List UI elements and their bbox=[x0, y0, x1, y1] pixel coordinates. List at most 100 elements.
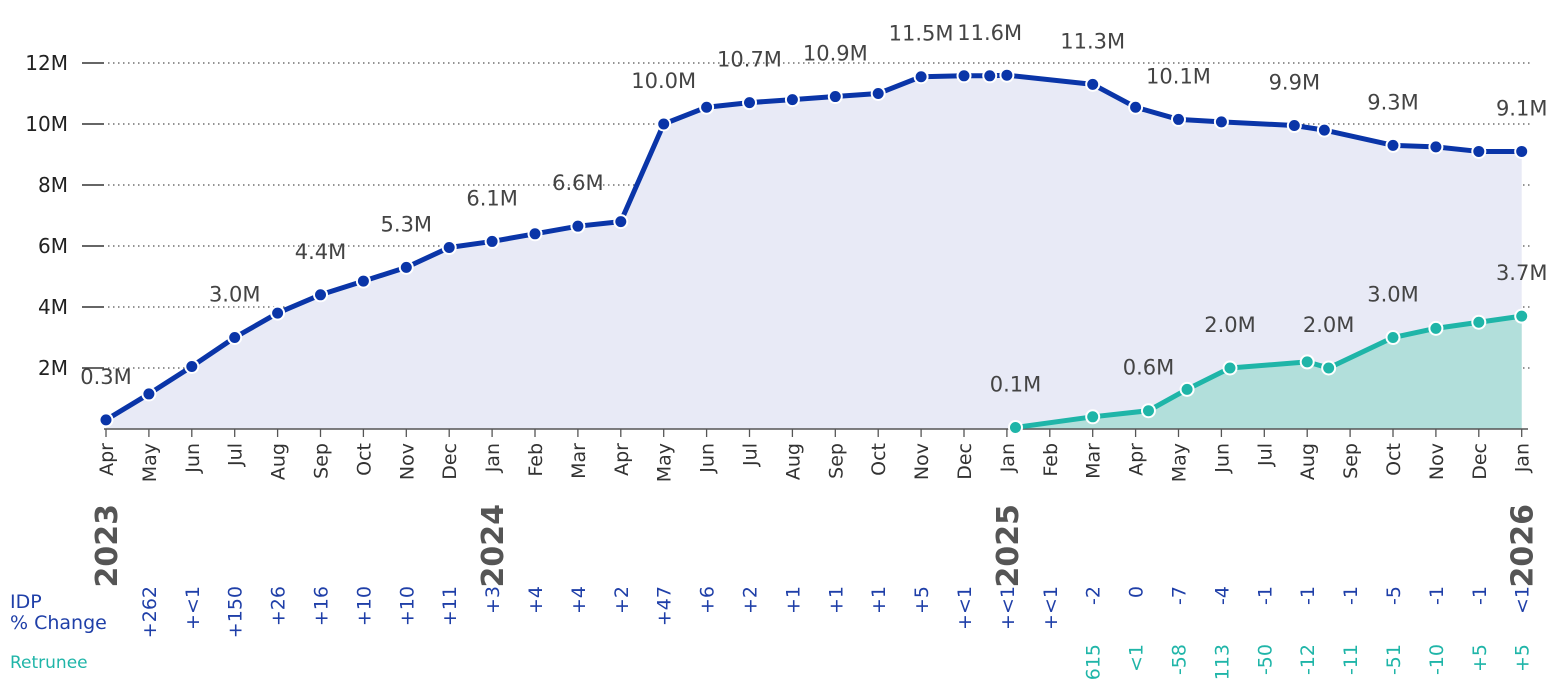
x-tick-label: Nov bbox=[1426, 443, 1448, 480]
idp-change-value: +2 bbox=[740, 586, 762, 614]
idp-point bbox=[699, 99, 715, 115]
idp-change-value: +47 bbox=[654, 586, 676, 626]
y-tick-label: 2M bbox=[38, 356, 68, 380]
returnee-change-value: -11 bbox=[1340, 644, 1362, 675]
idp-point bbox=[441, 240, 457, 256]
year-label: 2026 bbox=[1506, 504, 1541, 588]
idp-change-value: +16 bbox=[311, 586, 333, 626]
x-tick-label: Nov bbox=[911, 443, 933, 480]
idp-point bbox=[742, 95, 757, 111]
idp-value-label: 9.9M bbox=[1269, 71, 1321, 95]
idp-value-label: 10.0M bbox=[631, 69, 696, 93]
idp-point bbox=[1316, 122, 1332, 138]
idp-value-label: 11.6M bbox=[957, 21, 1022, 45]
idp-change-value: -1 bbox=[1469, 586, 1491, 605]
returnee-change-value: -58 bbox=[1169, 644, 1191, 675]
x-tick-label: Aug bbox=[782, 443, 804, 480]
idp-change-value: +<1 bbox=[997, 586, 1019, 630]
series-points bbox=[98, 67, 1530, 435]
idp-point bbox=[613, 214, 629, 230]
returnee-value-label: 3.0M bbox=[1367, 283, 1419, 307]
idp-change-value: +<1 bbox=[1040, 586, 1062, 630]
idp-value-label: 10.9M bbox=[803, 42, 868, 66]
returnee-point bbox=[1179, 381, 1195, 397]
y-tick-label: 8M bbox=[38, 173, 68, 197]
returnee-point bbox=[1514, 308, 1530, 324]
idp-point bbox=[1085, 76, 1101, 92]
returnee-change-value: 615 bbox=[1083, 644, 1105, 680]
idp-point bbox=[527, 226, 543, 242]
year-label: 2023 bbox=[90, 504, 125, 588]
y-tick-label: 12M bbox=[25, 51, 68, 75]
x-axis: Apr May Jun Jul Aug Sep Oct Nov Dec Jan Feb Mar Apr M… bbox=[90, 428, 1541, 588]
idp-point bbox=[913, 69, 929, 85]
change-rows: IDP% Change +262 +<1 +150 +26 +16 +10 +10 +11 +3 +… bbox=[10, 586, 1534, 680]
x-tick-label: Sep bbox=[1340, 443, 1362, 479]
x-tick-label: Oct bbox=[868, 443, 890, 476]
idp-value-label: 9.3M bbox=[1367, 90, 1419, 114]
x-tick-label: Apr bbox=[96, 443, 118, 476]
x-tick-label: Dec bbox=[954, 443, 976, 480]
idp-point bbox=[184, 358, 200, 374]
idp-point bbox=[1128, 99, 1144, 115]
x-tick-label: Aug bbox=[1297, 443, 1319, 480]
idp-point bbox=[982, 68, 998, 84]
returnee-point bbox=[1140, 403, 1156, 419]
idp-point bbox=[355, 273, 371, 289]
y-axis: 2M 4M 6M 8M 10M 12M bbox=[25, 51, 104, 380]
idp-change-value: 0 bbox=[1126, 586, 1148, 598]
idp-change-value: +1 bbox=[868, 586, 890, 614]
x-tick-label: Dec bbox=[439, 443, 461, 480]
returnee-point bbox=[1428, 320, 1444, 336]
y-tick-label: 10M bbox=[25, 112, 68, 136]
x-tick-label: May bbox=[1169, 443, 1191, 482]
returnee-point bbox=[1321, 360, 1337, 376]
x-tick-label: May bbox=[654, 443, 676, 482]
idp-change-value: -1 bbox=[1340, 586, 1362, 605]
idp-change-value: +1 bbox=[782, 586, 804, 614]
idp-point bbox=[1171, 111, 1186, 127]
idp-point bbox=[570, 218, 586, 234]
idp-point bbox=[227, 330, 243, 345]
returnee-change-value: -10 bbox=[1426, 644, 1448, 675]
x-tick-label: Sep bbox=[825, 443, 847, 479]
idp-change-value: -1 bbox=[1297, 586, 1319, 605]
idp-point bbox=[956, 68, 972, 84]
idp-point bbox=[870, 86, 886, 101]
idp-point bbox=[141, 386, 157, 402]
idp-change-value: +262 bbox=[139, 586, 161, 638]
y-tick-label: 4M bbox=[38, 295, 68, 319]
returnee-point bbox=[1007, 419, 1023, 435]
returnee-change-value: <1 bbox=[1126, 644, 1148, 672]
idp-change-value: +11 bbox=[439, 586, 461, 626]
x-tick-label: Mar bbox=[568, 443, 590, 479]
idp-point bbox=[1213, 114, 1229, 130]
idp-point bbox=[1385, 137, 1401, 153]
returnee-value-label: 3.7M bbox=[1496, 261, 1548, 285]
x-tick-label: Jul bbox=[740, 443, 762, 467]
year-label: 2024 bbox=[476, 504, 511, 588]
idp-value-label: 10.1M bbox=[1146, 64, 1211, 88]
idp-change-value: -2 bbox=[1083, 586, 1105, 605]
idp-value-label: 3.0M bbox=[209, 283, 261, 307]
x-tick-label: Mar bbox=[1083, 443, 1105, 479]
idp-change-value: +150 bbox=[225, 586, 247, 638]
x-tick-label: May bbox=[139, 443, 161, 482]
idp-change-value: +<1 bbox=[954, 586, 976, 630]
idp-point bbox=[98, 412, 114, 428]
idp-point bbox=[1471, 143, 1487, 159]
idp-change-value: +26 bbox=[268, 586, 290, 626]
x-tick-label: Oct bbox=[353, 443, 375, 476]
idp-point bbox=[1514, 143, 1530, 159]
idp-point bbox=[784, 92, 800, 108]
idp-point bbox=[484, 233, 500, 249]
idp-value-label: 6.1M bbox=[466, 186, 518, 210]
idp-value-label: 4.4M bbox=[295, 240, 347, 264]
returnee-change-value: +5 bbox=[1512, 644, 1534, 672]
idp-change-value: <1 bbox=[1512, 586, 1534, 614]
returnee-change-value: 113 bbox=[1211, 644, 1233, 680]
idp-change-value: +2 bbox=[611, 586, 633, 614]
returnee-change-value: +5 bbox=[1469, 644, 1491, 672]
year-label: 2025 bbox=[991, 504, 1026, 588]
